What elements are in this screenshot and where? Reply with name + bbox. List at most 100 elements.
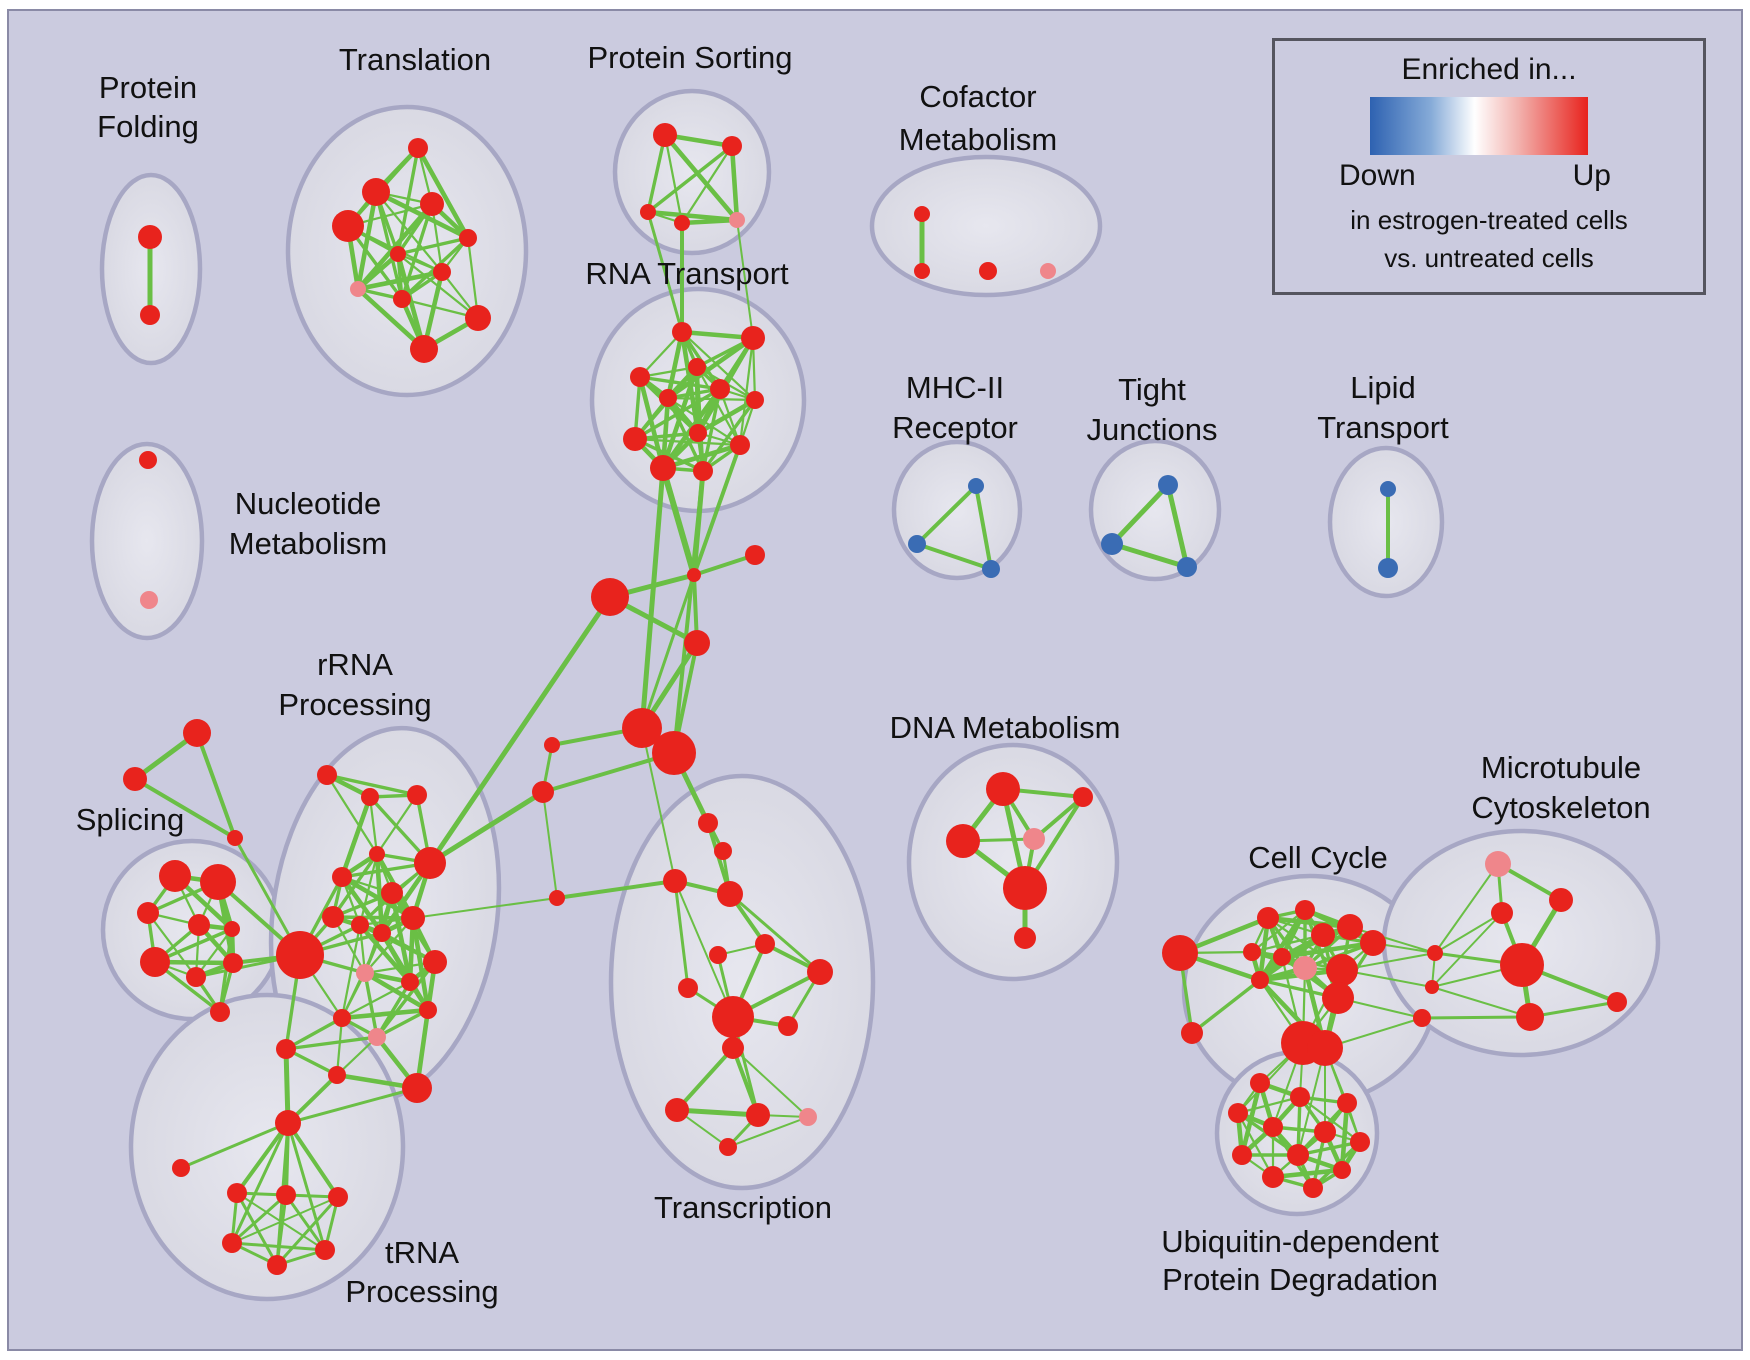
node-splicing (200, 864, 236, 900)
edge (695, 397, 758, 436)
node-tight-junctions (1101, 533, 1123, 555)
node-splicing (137, 902, 159, 924)
cluster-label-ubiquitin-degradation: Ubiquitin-dependent Protein Degradation (1161, 1224, 1439, 1297)
node-dna-metabolism (986, 772, 1020, 806)
node-rrna-processing (414, 847, 446, 879)
node-microtubule-cytoskeleton (1516, 1003, 1544, 1031)
node-translation (390, 246, 406, 262)
node-ubiquitin-degradation (1263, 1117, 1283, 1137)
edge (1297, 1047, 1326, 1156)
node-cofactor-metabolism (914, 263, 930, 279)
node-ubiquitin-degradation (1350, 1132, 1370, 1152)
edge (665, 329, 685, 401)
node-protein-sorting (653, 123, 677, 147)
edge (375, 1008, 430, 1039)
edge (646, 133, 667, 214)
node-splicing-satellite (183, 719, 211, 747)
legend-box: Enriched in... Down Up in estrogen-treat… (1272, 38, 1706, 295)
edge (357, 922, 413, 985)
node-tight-junctions (1158, 475, 1178, 495)
node-trna-processing (315, 1240, 335, 1260)
node-translation (420, 192, 444, 216)
node-cell-cycle (1307, 1030, 1343, 1066)
node-transcription (807, 959, 833, 985)
edge (1109, 482, 1171, 547)
cluster-ellipse-nucleotide-metabolism (89, 441, 205, 641)
node-translation (459, 229, 477, 247)
node-splicing (210, 1002, 230, 1022)
node-cell-cycle (1251, 971, 1269, 989)
edge (284, 1193, 327, 1252)
cluster-label-mhc-ii-receptor: MHC-II Receptor (892, 370, 1018, 445)
edge (633, 387, 722, 441)
edge (633, 437, 705, 473)
edge (396, 236, 470, 256)
node-rna-transport (730, 435, 750, 455)
edge (732, 1047, 809, 1118)
legend-note-line1: in estrogen-treated cells (1350, 205, 1628, 235)
cluster-label-tight-junctions: Tight Junctions (1087, 372, 1218, 447)
node-cell-cycle (1162, 935, 1198, 971)
cluster-label-translation: Translation (339, 42, 491, 77)
edge (672, 469, 705, 755)
edge (325, 773, 419, 797)
node-protein-sorting (640, 204, 656, 220)
edge (646, 144, 734, 214)
node-trna-processing (275, 1110, 301, 1136)
node-cell-cycle (1360, 930, 1386, 956)
cluster-labels: Protein Folding Translation Protein Sorting… (76, 40, 1651, 1309)
node-transcription (722, 1037, 744, 1059)
node-rna-transport (693, 461, 713, 481)
cluster-ellipse-dna-metabolism (906, 742, 1120, 982)
cluster-label-protein-folding: Protein Folding (97, 70, 199, 144)
edge (660, 442, 743, 471)
node-rrna-processing (369, 846, 385, 862)
cluster-ellipse-protein-sorting (612, 88, 772, 256)
node-rrna-processing (356, 964, 374, 982)
edge (1165, 482, 1190, 570)
edge (286, 1121, 340, 1199)
edge (665, 335, 756, 401)
node-splicing (186, 967, 206, 987)
node-trna-processing (328, 1187, 348, 1207)
edge (680, 330, 757, 402)
node-rrna-processing (351, 916, 369, 934)
node-microtubule-cytoskeleton (1549, 888, 1573, 912)
edge (235, 1191, 279, 1267)
node-central-connector (544, 737, 560, 753)
node-cell-cycle (1326, 954, 1358, 986)
edge (662, 132, 740, 223)
node-ubiquitin-degradation (1250, 1073, 1270, 1093)
node-transcription (717, 881, 743, 907)
node-rrna-processing (332, 867, 352, 887)
node-central-connector (532, 781, 554, 803)
edge (1270, 1167, 1345, 1180)
edge (738, 336, 755, 447)
node-rna-transport (630, 367, 650, 387)
legend-down-label: Down (1339, 159, 1416, 192)
node-trna-processing (172, 1159, 190, 1177)
node-translation (465, 305, 491, 331)
cluster-ellipse-transcription (608, 773, 876, 1191)
node-splicing (223, 953, 243, 973)
edge (637, 374, 666, 471)
node-mhc-ii-receptor (908, 535, 926, 553)
edge (230, 1241, 327, 1252)
edge (415, 145, 471, 241)
node-ubiquitin-degradation (1337, 1093, 1357, 1113)
edge (915, 542, 993, 571)
node-rrna-processing (423, 950, 447, 974)
node-microtubule-cytoskeleton (1413, 1009, 1431, 1027)
node-translation (332, 210, 364, 242)
node-cell-cycle (1243, 943, 1261, 961)
node-cell-cycle (1181, 1022, 1203, 1044)
edge (284, 1016, 344, 1051)
edge (663, 133, 684, 225)
edge (638, 330, 684, 379)
network-edges (132, 132, 1619, 1267)
cluster-label-rna-transport: RNA Transport (585, 256, 789, 291)
node-splicing-satellite (123, 767, 147, 791)
edge (1434, 912, 1503, 954)
node-mhc-ii-receptor (968, 478, 984, 494)
